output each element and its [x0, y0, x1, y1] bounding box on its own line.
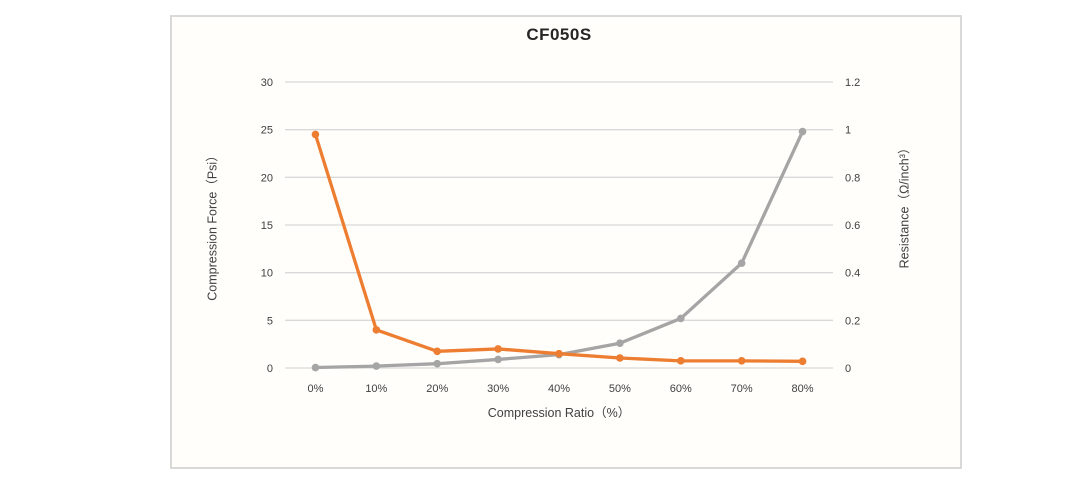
series-marker-resistance — [737, 357, 746, 365]
x-axis-tick: 50% — [609, 383, 631, 395]
series-marker-compression-force — [737, 259, 746, 267]
x-axis-tick: 10% — [365, 383, 387, 395]
left-axis-tick: 0 — [267, 363, 273, 375]
x-axis-tick: 60% — [670, 383, 692, 395]
series-marker-compression-force — [433, 359, 442, 368]
series-marker-resistance — [311, 130, 320, 139]
x-axis-tick: 0% — [307, 383, 323, 395]
left-axis-tick: 15 — [261, 220, 273, 232]
left-axis-tick: 30 — [261, 77, 273, 89]
series-marker-resistance — [616, 354, 624, 362]
x-axis-tick: 20% — [426, 383, 448, 395]
series-marker-compression-force — [616, 339, 624, 348]
x-axis-tick: 40% — [548, 383, 570, 395]
series-marker-resistance — [494, 345, 502, 353]
series-marker-compression-force — [311, 363, 320, 372]
left-axis-tick: 10 — [261, 268, 273, 280]
x-axis-tick: 30% — [487, 383, 509, 395]
series-marker-resistance — [372, 326, 381, 334]
right-axis-tick: 0.2 — [845, 315, 860, 327]
series-marker-resistance — [676, 357, 685, 365]
chart-container: CF050S Compression Force（Psi） Resistance… — [170, 15, 962, 469]
series-line-compression-force — [313, 129, 805, 370]
left-axis-tick: 5 — [267, 315, 273, 327]
series-marker-compression-force — [372, 362, 381, 370]
series-line-resistance — [313, 132, 805, 363]
x-axis-tick: 70% — [731, 383, 753, 395]
right-axis-tick: 0.6 — [845, 220, 860, 232]
x-axis-title: Compression Ratio（%） — [487, 406, 631, 420]
series-marker-resistance — [798, 357, 807, 366]
right-axis-tick: 1 — [845, 125, 851, 137]
series-marker-compression-force — [494, 355, 502, 364]
chart-title: CF050S — [526, 25, 592, 44]
series-marker-resistance — [555, 349, 563, 358]
series-marker-compression-force — [798, 127, 807, 136]
right-axis-tick: 0 — [845, 363, 851, 375]
series-marker-compression-force — [676, 314, 685, 323]
plot-svg: 0 5 10 15 20 25 30 0 0.2 0.4 0.6 0.8 1 1.2 0% 10% 20% 30%… — [261, 77, 861, 395]
right-axis-tick: 0.4 — [845, 268, 860, 280]
x-axis-tick: 80% — [792, 383, 814, 395]
left-axis-tick: 20 — [261, 172, 273, 184]
right-axis-tick: 1.2 — [845, 77, 860, 89]
left-axis-tick: 25 — [261, 125, 273, 137]
right-axis-tick: 0.8 — [845, 172, 860, 184]
series-marker-resistance — [433, 347, 442, 356]
